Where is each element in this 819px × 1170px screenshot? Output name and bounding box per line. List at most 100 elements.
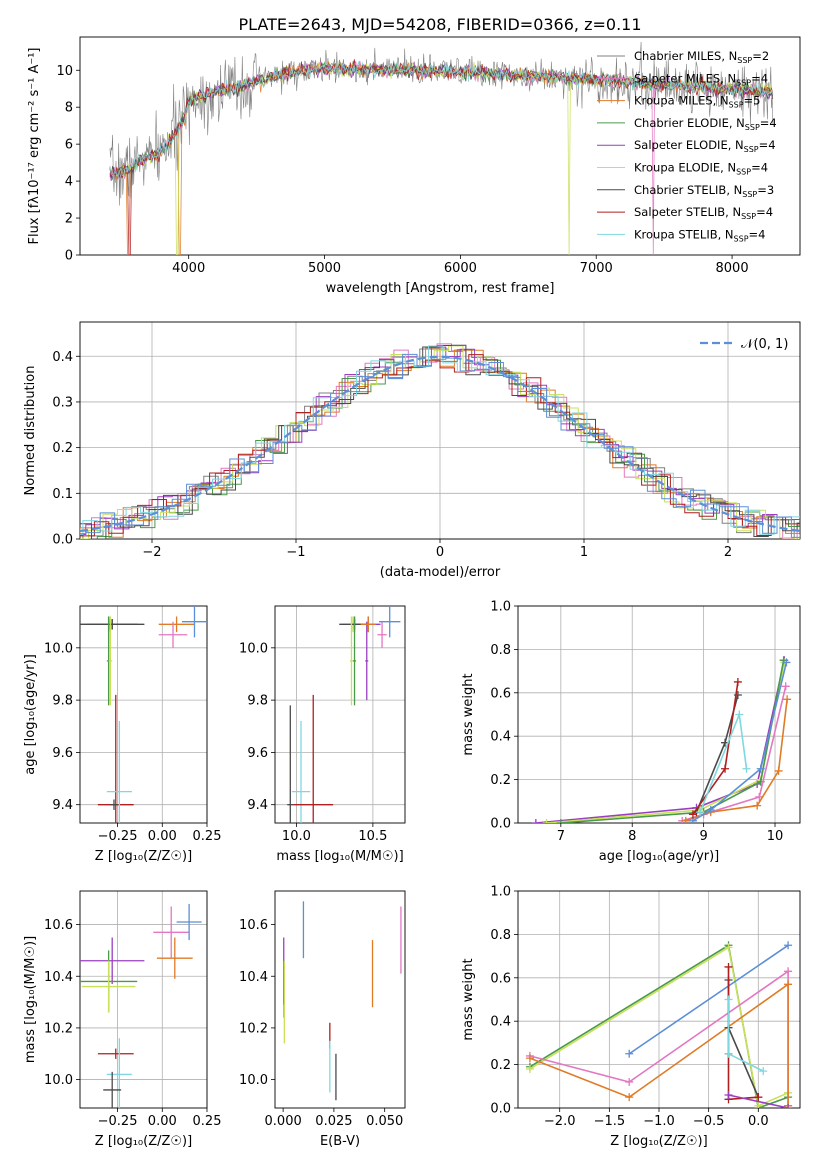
y-tick-label: 1.0: [490, 885, 511, 900]
legend-label-text: Chabrier ELODIE, N: [634, 116, 745, 130]
x-tick-label: 0.0: [748, 1114, 769, 1129]
mass-weight-marker: [759, 1067, 768, 1076]
residuals-plot: [80, 343, 800, 539]
mass-weight-marker: [706, 805, 715, 814]
y-tick-label: 0.4: [52, 350, 73, 365]
y-tick-label: 0.8: [490, 643, 511, 658]
y-tick-label: 2: [65, 212, 73, 227]
weight-vs-age-xlabel: age [log₁₀(age/yr)]: [599, 849, 720, 864]
mass-weight-marker: [784, 967, 793, 976]
legend-label: Chabrier ELODIE, NSSP=4: [634, 116, 777, 132]
x-tick-label: 7000: [580, 261, 613, 276]
y-tick-label: 10.4: [239, 970, 268, 985]
age-vs-mass-xlabel: mass [log₁₀(M/M☉)]: [276, 849, 403, 864]
residual-histogram: [80, 345, 800, 535]
y-tick-label: 8: [65, 101, 73, 116]
y-tick-label: 9.8: [247, 694, 268, 709]
mass-weight-line: [728, 1094, 789, 1108]
y-tick-label: 9.8: [52, 694, 73, 709]
legend-label-text: Salpeter ELODIE, N: [634, 138, 744, 152]
mass-vs-Z-ylabel: mass [log₁₀(M/M☉)]: [23, 936, 38, 1063]
mass-weight-marker: [724, 962, 733, 971]
x-tick-label: 8000: [716, 261, 749, 276]
legend-label: Salpeter MILES, NSSP=4: [634, 71, 768, 87]
age-vs-Z-plot: [80, 606, 207, 823]
mass-vs-Z-plot: [80, 903, 202, 1108]
legend-label-text: Salpeter MILES, N: [634, 71, 736, 85]
legend-label-tail: =4: [760, 116, 777, 130]
legend-label-subscript: SSP: [729, 101, 744, 110]
mass-weight-marker: [733, 677, 742, 686]
age-vs-mass-plot: [287, 606, 401, 823]
x-tick-label: 1: [580, 545, 588, 560]
y-tick-label: 9.4: [247, 798, 268, 813]
x-tick-label: −0.25: [98, 829, 138, 844]
y-tick-label: 0.2: [490, 773, 511, 788]
legend-label-subscript: SSP: [736, 168, 751, 177]
axes-frame: [79, 321, 801, 540]
mass-weight-marker: [735, 710, 744, 719]
weight-vs-Z-axes: −2.0 −1.5 −1.0 −0.5 0.0 0.0 0.2 0.4 0.6 0.8 1.0 Z […: [461, 885, 801, 1149]
mass-weight-marker: [681, 816, 690, 823]
legend-label-tail: =2: [752, 49, 769, 63]
legend-label-tail: =4: [759, 138, 776, 152]
mass-weight-marker: [556, 819, 565, 823]
spectrum-xlabel: wavelength [Angstrom, rest frame]: [326, 281, 555, 296]
x-tick-label: 0: [436, 545, 444, 560]
mass-weight-line: [529, 982, 789, 1106]
mass-weight-marker: [784, 1104, 793, 1108]
x-tick-label: 0.25: [193, 1114, 222, 1129]
legend-label: Kroupa ELODIE, NSSP=4: [634, 161, 768, 177]
mass-weight-marker: [696, 808, 705, 817]
legend-label: 𝒩(0, 1): [741, 337, 788, 352]
legend-label-tail: =5: [744, 94, 761, 108]
y-tick-label: 10.2: [44, 1021, 73, 1036]
axes-frame: [274, 605, 406, 824]
y-tick-label: 0.3: [52, 395, 73, 410]
mass-weight-marker: [724, 943, 733, 952]
x-tick-label: −0.25: [98, 1114, 138, 1129]
y-tick-label: 0: [65, 249, 73, 264]
legend-label-subscript: SSP: [745, 123, 760, 132]
spectrum-ylabel: Flux [fλ10⁻¹⁷ erg cm⁻² s⁻¹ A⁻¹]: [27, 48, 42, 245]
x-tick-label: −2: [142, 545, 161, 560]
weight-vs-age-axes: 7 8 9 10 0.0 0.2 0.4 0.6 0.8 1.0 age [log₁₀(age/yr…: [461, 600, 801, 864]
y-tick-label: 0.4: [490, 730, 511, 745]
y-tick-label: 0.0: [490, 817, 511, 832]
mass-weight-marker: [742, 764, 751, 773]
y-tick-label: 0.0: [490, 1102, 511, 1117]
legend-label-text: Kroupa STELIB, N: [634, 227, 734, 241]
y-tick-label: 0.6: [490, 971, 511, 986]
x-tick-label: 10.5: [358, 829, 387, 844]
y-tick-label: 6: [65, 138, 73, 153]
mass-weight-marker: [625, 1093, 634, 1102]
y-tick-label: 0.1: [52, 487, 73, 502]
x-tick-label: 10.0: [282, 829, 311, 844]
mass-weight-marker: [753, 801, 762, 810]
legend-label: Kroupa STELIB, NSSP=4: [634, 227, 765, 243]
y-tick-label: 10.2: [239, 1021, 268, 1036]
figure-title: PLATE=2643, MJD=54208, FIBERID=0366, z=0…: [238, 15, 641, 34]
mass-weight-marker: [774, 766, 783, 775]
x-tick-label: 5000: [308, 261, 341, 276]
mass-weight-marker: [783, 695, 792, 704]
age-vs-Z-xlabel: Z [log₁₀(Z/Z☉)]: [95, 849, 192, 864]
axes-frame: [79, 605, 208, 824]
y-tick-label: 9.4: [52, 798, 73, 813]
legend-label-text: Kroupa ELODIE, N: [634, 161, 736, 175]
x-tick-label: 0.025: [315, 1114, 352, 1129]
residual-histogram: [80, 347, 800, 538]
y-tick-label: 10.6: [44, 918, 73, 933]
age-vs-Z-ylabel: age [log₁₀(age/yr)]: [23, 654, 38, 775]
x-tick-label: 2: [724, 545, 732, 560]
mass-weight-marker: [525, 1064, 534, 1073]
legend-label: Chabrier MILES, NSSP=2: [634, 49, 769, 65]
legend-label-text: Chabrier MILES, N: [634, 49, 737, 63]
legend-label-text: Salpeter STELIB, N: [634, 205, 741, 219]
mass-weight-marker: [724, 1049, 733, 1058]
x-tick-label: −1.0: [643, 1114, 675, 1129]
legend-label: Salpeter STELIB, NSSP=4: [634, 205, 773, 221]
age-vs-Z-axes: −0.25 0.00 0.25 9.4 9.6 9.8 10.0 Z [log₁₀(Z/Z☉)…: [23, 605, 221, 864]
mass-vs-EBV-xlabel: E(B-V): [320, 1134, 360, 1149]
axes-frame: [517, 605, 801, 824]
